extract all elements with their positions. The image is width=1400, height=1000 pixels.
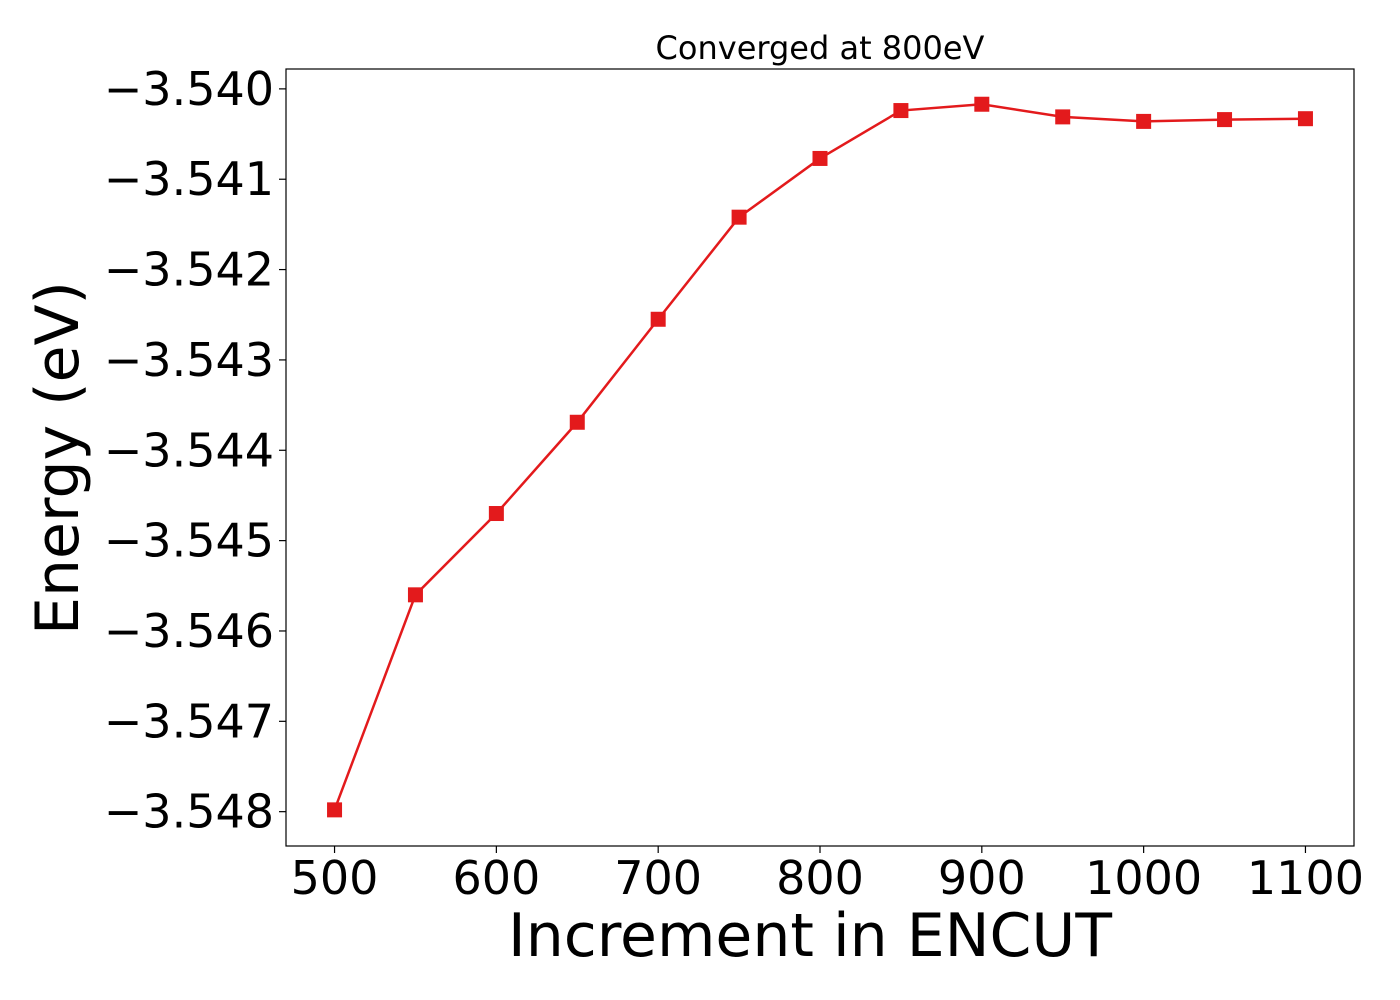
data-point-750 xyxy=(731,209,747,225)
x-tick-label-700: 700 xyxy=(614,851,702,905)
x-tick-label-1100: 1100 xyxy=(1247,851,1364,905)
y-tick-label-2: −3.542 xyxy=(104,243,274,297)
plot-frame xyxy=(285,68,1355,847)
data-point-800 xyxy=(812,150,828,166)
x-tick-label-800: 800 xyxy=(776,851,864,905)
y-tick-label-7: −3.547 xyxy=(104,694,274,748)
plot-area: 500 600 700 800 900 1000 1100 −3.540 −3.541 −3.54… xyxy=(104,62,1364,905)
y-tick-label-0: −3.540 xyxy=(104,62,274,116)
data-point-500 xyxy=(327,802,343,818)
data-point-650 xyxy=(569,414,585,430)
data-point-850 xyxy=(893,103,909,119)
data-point-1050 xyxy=(1217,112,1233,128)
y-tick-label-6: −3.546 xyxy=(104,604,274,658)
chart-title: Converged at 800eV xyxy=(656,29,985,67)
x-tick-label-900: 900 xyxy=(938,851,1026,905)
y-tick-label-3: −3.543 xyxy=(104,333,274,387)
data-point-1100 xyxy=(1297,111,1313,127)
data-point-900 xyxy=(974,96,990,112)
y-tick-label-1: −3.541 xyxy=(104,152,274,206)
data-point-600 xyxy=(488,506,504,522)
y-tick-label-8: −3.548 xyxy=(104,785,274,839)
data-point-950 xyxy=(1055,109,1071,125)
data-point-550 xyxy=(407,587,423,603)
y-axis-label: Energy (eV) xyxy=(23,281,93,635)
x-tick-label-1000: 1000 xyxy=(1085,851,1202,905)
x-axis-label: Increment in ENCUT xyxy=(508,901,1112,971)
y-tick-label-5: −3.545 xyxy=(104,514,274,568)
x-tick-label-600: 600 xyxy=(452,851,540,905)
data-point-700 xyxy=(650,311,666,327)
x-tick-label-500: 500 xyxy=(291,851,379,905)
y-tick-label-4: −3.544 xyxy=(104,423,274,477)
series-line-0 xyxy=(333,102,1306,811)
data-point-1000 xyxy=(1136,113,1152,129)
